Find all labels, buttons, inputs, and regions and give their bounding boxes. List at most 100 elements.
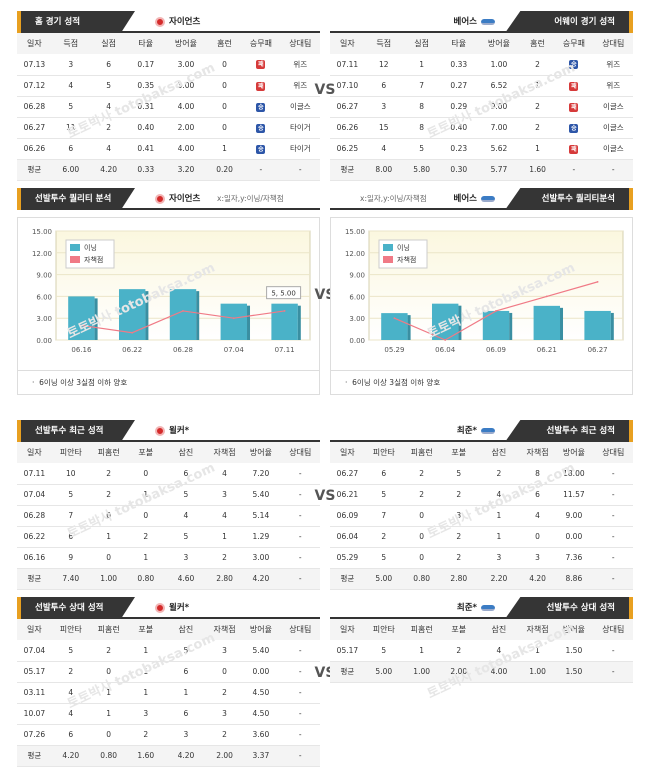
column-header: 삼진 [476, 619, 521, 640]
average-cell: 1.60 [127, 745, 164, 767]
table-cell: 1 [207, 526, 242, 548]
away-games-header: 베어스 어웨이 경기 성적 [330, 11, 633, 33]
win-badge-icon: 승 [256, 102, 266, 112]
innings-bar[interactable] [271, 303, 298, 340]
table-row: 06.25 4 5 0.23 5.62 1 패 이글스 [330, 138, 633, 160]
average-cell: 8.86 [554, 568, 594, 590]
quality-home-team-label: 자이언츠 [169, 194, 201, 204]
table-cell: 07.11 [17, 463, 52, 485]
column-header: 승무패 [554, 33, 594, 54]
average-cell: 평균 [330, 661, 365, 683]
table-row: 06.27 6 2 5 2 8 18.00- [330, 463, 633, 485]
column-header: 일자 [330, 619, 365, 640]
table-cell: 0.00 [554, 526, 594, 548]
table-cell: 6 [51, 724, 90, 746]
table-row: 05.29 5 0 2 3 3 7.36- [330, 547, 633, 569]
table-cell: 2 [127, 724, 164, 746]
x-tick-label: 06.21 [537, 346, 557, 354]
table-cell: 이글스 [280, 96, 320, 118]
table-cell: 1 [207, 138, 242, 160]
table-cell: 5 [364, 484, 403, 506]
column-header: 방어율 [554, 619, 594, 640]
average-row: 평균 8.00 5.80 0.30 5.77 1.60- - [330, 159, 633, 181]
y-tick-label: 15.00 [345, 228, 365, 236]
table-cell: 3.00 [163, 75, 208, 97]
earned-runs-point[interactable] [80, 324, 83, 327]
y-tick-label: 12.00 [32, 250, 52, 258]
y-tick-label: 9.00 [349, 272, 365, 280]
earned-runs-point[interactable] [495, 310, 497, 312]
innings-bar[interactable] [431, 303, 459, 340]
table-cell: 0.29 [440, 96, 477, 118]
table-cell: 0 [207, 117, 242, 139]
table-row: 06.21 5 2 2 4 6 11.57- [330, 484, 633, 506]
table-cell: 07.10 [330, 75, 365, 97]
table-row: 07.11 10 2 0 6 4 7.20- [17, 463, 320, 485]
average-cell: 5.00 [364, 568, 403, 590]
y-tick-label: 9.00 [36, 272, 52, 280]
recent-home-team: 윌커* [155, 420, 189, 442]
table-cell: 0 [207, 75, 242, 97]
innings-bar[interactable] [68, 296, 95, 340]
table-cell: 1 [127, 484, 164, 506]
table-row: 06.26 15 8 0.40 7.00 2 승 이글스 [330, 117, 633, 139]
table-cell: 0.00 [241, 661, 281, 683]
column-header: 상대팀 [280, 619, 320, 640]
table-row: 03.11 4 1 1 1 2 4.50- [17, 682, 320, 704]
average-cell: 8.00 [364, 159, 403, 181]
innings-bar[interactable] [381, 313, 408, 340]
table-cell: 5.40 [241, 484, 281, 506]
innings-bar[interactable] [584, 310, 611, 340]
x-tick-label: 06.28 [173, 346, 193, 354]
column-header: 타율 [127, 33, 164, 54]
table-cell: 2 [89, 484, 128, 506]
result-cell: 패 [554, 138, 594, 160]
column-header: 일자 [17, 33, 52, 54]
table-cell: 6 [520, 484, 555, 506]
table-cell: 1 [127, 547, 164, 569]
column-header: 일자 [330, 442, 365, 463]
table-cell: 06.21 [330, 484, 365, 506]
table-cell: 07.04 [17, 484, 52, 506]
column-header: 삼진 [163, 619, 208, 640]
table-cell: 7 [402, 75, 441, 97]
table-cell: 이글스 [593, 117, 633, 139]
column-header: 삼진 [163, 442, 208, 463]
earned-runs-point[interactable] [283, 310, 286, 312]
innings-bar[interactable] [533, 305, 561, 340]
earned-runs-point[interactable] [444, 339, 447, 341]
table-cell: - [280, 661, 320, 683]
earned-runs-point[interactable] [393, 317, 396, 320]
table-cell: 0 [89, 505, 128, 527]
earned-runs-point[interactable] [182, 310, 184, 312]
quality-away-team-label: 베어스 [453, 194, 477, 204]
column-header: 방어율 [554, 442, 594, 463]
recent-away-table: 일자 피안타 피홈런 포볼 삼진 자책점 방어율 상대팀 06.27 6 2 5 2 8 18.00-06.… [330, 442, 633, 590]
earned-runs-point[interactable] [596, 280, 599, 283]
innings-bar[interactable] [220, 303, 248, 340]
average-cell: 4.60 [163, 568, 208, 590]
table-cell: 4 [89, 96, 128, 118]
average-cell: - [241, 159, 281, 181]
average-cell: 1.00 [89, 568, 128, 590]
average-cell: 4.20 [520, 568, 555, 590]
x-tick-label: 07.11 [275, 346, 295, 354]
table-cell: 6 [51, 526, 90, 548]
table-cell: 0 [402, 547, 441, 569]
table-cell: 6 [89, 54, 128, 76]
table-cell: 06.27 [17, 117, 52, 139]
table-row: 06.04 2 0 2 1 0 0.00- [330, 526, 633, 548]
vs-home-panel: 선발투수 상대 성적 윌커* 일자 피안타 피홈런 포볼 삼진 자책점 방어율 상대팀 07.0… [17, 597, 320, 767]
table-row: 06.28 5 4 0.31 4.00 0 승 이글스 [17, 96, 320, 118]
table-cell: 7 [51, 505, 90, 527]
table-cell: 9.00 [554, 505, 594, 527]
earned-runs-point[interactable] [131, 331, 134, 334]
average-cell: 2.00 [207, 745, 242, 767]
column-header: 자책점 [520, 442, 555, 463]
average-cell: 0.33 [127, 159, 164, 181]
earned-runs-point[interactable] [232, 317, 235, 320]
table-cell: 0 [89, 661, 128, 683]
earned-runs-point[interactable] [545, 295, 548, 298]
innings-bar[interactable] [482, 310, 510, 340]
result-cell: 승 [241, 138, 281, 160]
